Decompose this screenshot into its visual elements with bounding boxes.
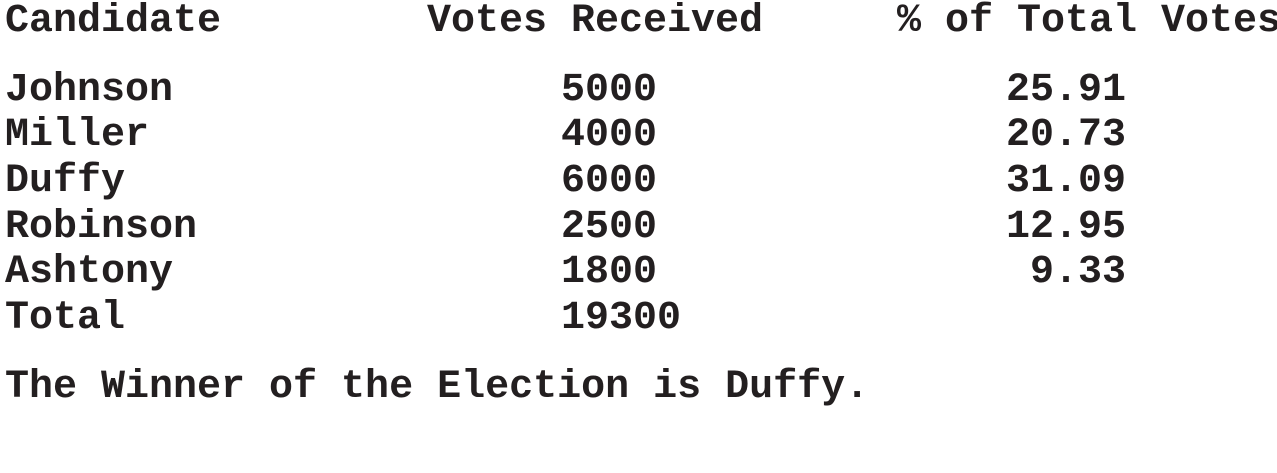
table-row: Duffy 6000 31.09 [0, 160, 1126, 204]
row-votes: 1800 [561, 250, 658, 295]
row-candidate: Johnson [5, 68, 174, 113]
table-row: Johnson 5000 25.91 [0, 69, 1126, 113]
table-row: Robinson 2500 12.95 [0, 206, 1126, 250]
row-percent: 31.09 [1005, 159, 1126, 204]
row-percent: 25.91 [1005, 68, 1126, 113]
table-total-row: Total 19300 [0, 297, 681, 341]
table-header-row: Candidate Votes Received % of Total Vote… [0, 0, 1277, 44]
row-candidate: Ashtony [5, 250, 174, 295]
header-percent-total: % of Total Votes [897, 0, 1277, 44]
row-candidate: Miller [5, 113, 150, 158]
header-votes-received: Votes Received [427, 0, 764, 44]
row-percent: 9.33 [1029, 250, 1126, 295]
row-percent: 12.95 [1005, 205, 1126, 250]
row-candidate: Duffy [5, 159, 126, 204]
total-label: Total [5, 296, 126, 341]
row-percent: 20.73 [1005, 113, 1126, 158]
row-votes: 6000 [561, 159, 658, 204]
table-row: Miller 4000 20.73 [0, 114, 1126, 158]
table-row: Ashtony 1800 9.33 [0, 251, 1126, 295]
header-candidate: Candidate [5, 0, 222, 44]
row-votes: 2500 [561, 205, 658, 250]
row-candidate: Robinson [5, 205, 198, 250]
total-votes: 19300 [561, 296, 682, 341]
winner-message: The Winner of the Election is Duffy. [5, 365, 870, 410]
row-votes: 5000 [561, 68, 658, 113]
row-votes: 4000 [561, 113, 658, 158]
